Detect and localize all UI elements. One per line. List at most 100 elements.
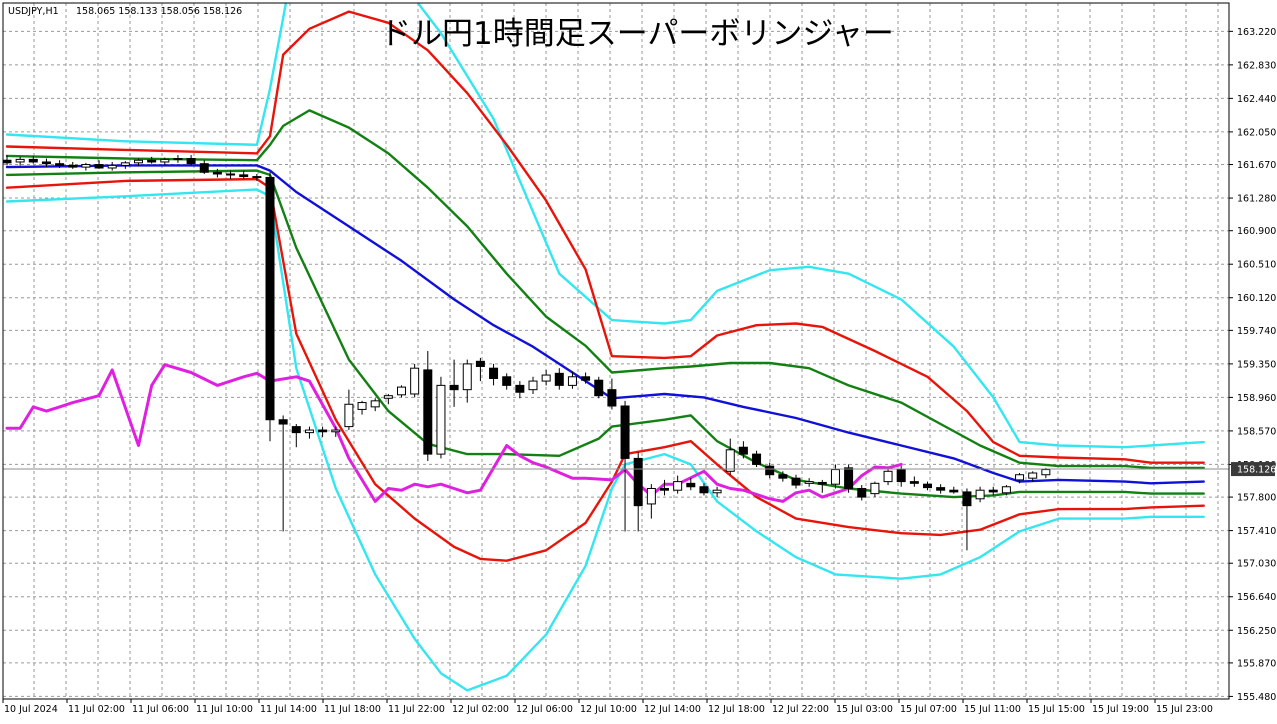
candle bbox=[923, 481, 932, 491]
candle-body-down bbox=[817, 481, 827, 485]
candle-body-up bbox=[357, 402, 367, 410]
x-tick-label: 11 Jul 18:00 bbox=[324, 704, 381, 715]
y-tick-label: 156.250 bbox=[1237, 626, 1276, 637]
candle bbox=[778, 471, 788, 482]
candle bbox=[686, 478, 696, 491]
candle bbox=[239, 170, 249, 180]
candle-body-down bbox=[844, 467, 854, 489]
candle-body-down bbox=[923, 483, 932, 489]
candle bbox=[397, 385, 406, 398]
candle bbox=[28, 155, 38, 164]
y-tick-label: 160.510 bbox=[1237, 260, 1276, 271]
candle bbox=[449, 359, 459, 407]
candle bbox=[1015, 473, 1025, 484]
candle-body-down bbox=[752, 453, 762, 465]
candle-body-up bbox=[160, 158, 170, 163]
candle-body-up bbox=[383, 395, 393, 399]
x-tick-label: 12 Jul 02:00 bbox=[452, 704, 509, 715]
x-tick-label: 15 Jul 23:00 bbox=[1156, 704, 1213, 715]
candle-body-down bbox=[791, 477, 801, 486]
candle bbox=[462, 359, 472, 403]
candle bbox=[962, 488, 972, 551]
candle-body-down bbox=[94, 164, 104, 169]
candle bbox=[278, 415, 288, 532]
line-upper-2sigma bbox=[5, 10, 1205, 464]
candle-body-up bbox=[331, 429, 341, 433]
x-axis: 10 Jul 2024 11 Jul 02:00 11 Jul 06:00 11 Ju… bbox=[2, 699, 1213, 715]
candle bbox=[173, 155, 183, 163]
band-lines bbox=[5, 3, 1205, 692]
y-tick-label: 158.570 bbox=[1237, 426, 1276, 437]
grid bbox=[3, 3, 1229, 699]
candle-body-down bbox=[68, 164, 78, 168]
candle bbox=[160, 157, 170, 166]
candle-body-down bbox=[765, 465, 775, 476]
candle-body-up bbox=[410, 367, 420, 395]
candle bbox=[1041, 467, 1051, 479]
x-tick-label: 10 Jul 2024 bbox=[4, 704, 58, 715]
candle bbox=[212, 168, 222, 178]
y-tick-label: 162.050 bbox=[1237, 127, 1276, 138]
candle bbox=[1028, 471, 1038, 482]
candle bbox=[515, 381, 525, 399]
candle-body-up bbox=[1041, 469, 1051, 476]
candle bbox=[804, 478, 814, 487]
symbol-label: USDJPY,H1 bbox=[8, 6, 59, 17]
candle-body-up bbox=[975, 489, 985, 500]
y-tick-label: 157.800 bbox=[1237, 493, 1276, 504]
candle-body-down bbox=[857, 487, 867, 498]
candle bbox=[949, 486, 959, 494]
candle-body-up bbox=[673, 481, 683, 491]
candle bbox=[331, 426, 341, 437]
x-tick-label: 11 Jul 14:00 bbox=[260, 704, 317, 715]
candle-body-down bbox=[778, 474, 788, 479]
candle-body-down bbox=[962, 491, 972, 507]
candle bbox=[147, 156, 157, 164]
x-tick-label: 12 Jul 18:00 bbox=[708, 704, 765, 715]
candle-body-down bbox=[212, 171, 222, 175]
candle bbox=[410, 363, 420, 398]
y-tick-label: 163.220 bbox=[1237, 27, 1276, 38]
candle bbox=[120, 161, 130, 169]
candle bbox=[633, 452, 643, 532]
candle bbox=[975, 486, 985, 503]
candle-body-down bbox=[554, 372, 564, 386]
candle bbox=[857, 485, 867, 501]
candle-body-up bbox=[370, 400, 380, 408]
y-tick-label: 155.870 bbox=[1237, 658, 1276, 669]
plot-frame bbox=[2, 2, 1230, 700]
candle-body-down bbox=[252, 176, 262, 179]
x-tick-label: 15 Jul 07:00 bbox=[900, 704, 957, 715]
candle-body-down bbox=[502, 376, 512, 386]
candle-body-up bbox=[541, 374, 551, 382]
candle-body-up bbox=[304, 429, 314, 434]
candle-body-down bbox=[738, 446, 748, 455]
candle-body-up bbox=[436, 384, 446, 455]
candle-body-down bbox=[909, 481, 919, 484]
chart-title: ドル円1時間足スーパーボリンジャー bbox=[380, 16, 894, 52]
candle-body-up bbox=[1028, 472, 1038, 479]
candle bbox=[830, 464, 840, 489]
candle-body-up bbox=[567, 376, 577, 386]
candle bbox=[699, 483, 709, 496]
candle bbox=[41, 158, 51, 168]
y-tick-label: 161.280 bbox=[1237, 194, 1276, 205]
candle bbox=[791, 474, 801, 489]
candle-body-down bbox=[28, 158, 38, 163]
candle bbox=[370, 398, 380, 412]
candle-body-down bbox=[515, 384, 525, 393]
x-tick-label: 15 Jul 03:00 bbox=[836, 704, 893, 715]
candle bbox=[988, 486, 998, 496]
candle-body-down bbox=[147, 159, 157, 163]
candle bbox=[541, 369, 551, 386]
candle bbox=[883, 469, 893, 486]
y-tick-label: 161.670 bbox=[1237, 160, 1276, 171]
x-tick-label: 15 Jul 19:00 bbox=[1092, 704, 1149, 715]
candle-body-down bbox=[660, 487, 669, 491]
candle bbox=[252, 173, 262, 181]
candle-body-down bbox=[186, 158, 196, 165]
candle bbox=[186, 155, 196, 166]
candle-body-down bbox=[226, 173, 236, 176]
candle-body-down bbox=[449, 384, 459, 391]
